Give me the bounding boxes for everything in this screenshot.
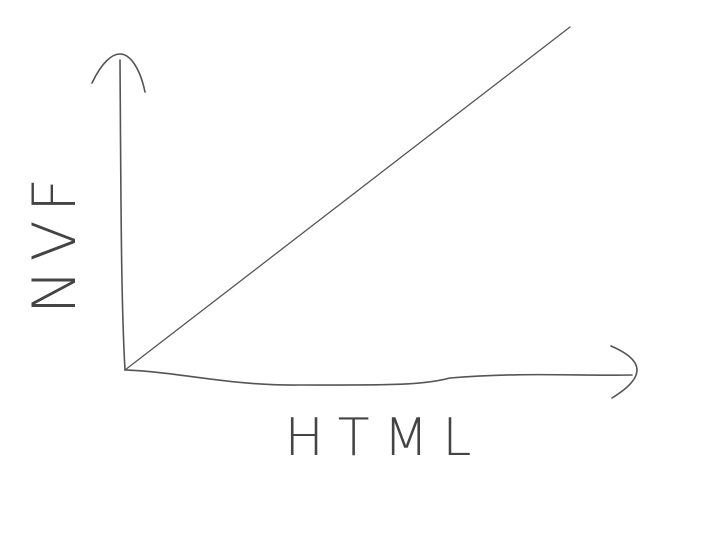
y-axis bbox=[119, 59, 126, 371]
x-axis-label: HTML bbox=[285, 408, 486, 468]
y-axis-label: NVF bbox=[20, 170, 90, 314]
x-axis bbox=[124, 369, 633, 386]
trend-line bbox=[124, 26, 571, 371]
y-axis-arrow bbox=[91, 53, 146, 93]
x-axis-arrow bbox=[610, 345, 638, 399]
